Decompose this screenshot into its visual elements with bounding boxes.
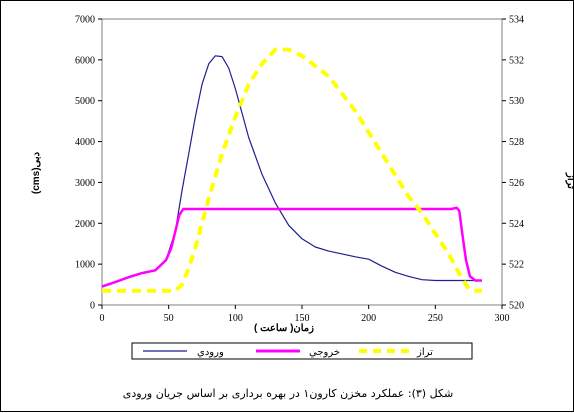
y-right-tick-label: 532 bbox=[509, 55, 524, 66]
x-tick-label: 50 bbox=[164, 313, 174, 324]
x-tick-label: 0 bbox=[100, 313, 105, 324]
y-left-tick-label: 0 bbox=[90, 301, 95, 312]
y-right-axis: 520 522 524 526 528 530 532 534 bbox=[502, 15, 524, 312]
y-left-axis-title: (cms)دبی bbox=[31, 151, 42, 194]
y-left-tick-label: 3000 bbox=[75, 178, 95, 189]
x-tick-label: 100 bbox=[228, 313, 243, 324]
y-right-tick-label: 534 bbox=[509, 15, 524, 26]
x-tick-label: 150 bbox=[295, 313, 310, 324]
y-left-tick-label: 4000 bbox=[75, 137, 95, 148]
legend-label-outflow: خروجي bbox=[309, 347, 340, 358]
legend-label-level: تراز bbox=[416, 347, 433, 358]
y-left-axis: 0 1000 2000 3000 4000 5000 6000 7000 bbox=[75, 15, 102, 312]
y-left-tick-label: 6000 bbox=[75, 55, 95, 66]
y-right-tick-label: 522 bbox=[509, 260, 524, 271]
y-left-tick-label: 1000 bbox=[75, 260, 95, 271]
figure-caption: شکل (۳): عملکرد مخزن کارون۱ در بهره بردا… bbox=[122, 387, 454, 400]
y-right-tick-label: 528 bbox=[509, 137, 524, 148]
legend-box bbox=[131, 342, 473, 360]
plot-area bbox=[101, 18, 503, 306]
y-right-tick-label: 520 bbox=[509, 301, 524, 312]
x-tick-label: 250 bbox=[428, 313, 443, 324]
y-left-tick-label: 2000 bbox=[75, 219, 95, 230]
legend-label-inflow: ورودي bbox=[197, 347, 224, 358]
x-axis-title: زمان( ساعت ) bbox=[254, 323, 314, 334]
y-right-tick-label: 530 bbox=[509, 96, 524, 107]
y-left-tick-label: 7000 bbox=[75, 15, 95, 26]
series-line-outflow bbox=[101, 206, 482, 288]
legend: ورودي خروجي تراز bbox=[131, 342, 473, 360]
x-tick-label: 300 bbox=[495, 313, 510, 324]
y-right-tick-label: 526 bbox=[509, 178, 524, 189]
series-line-level bbox=[102, 47, 482, 293]
series-layer bbox=[101, 47, 482, 293]
x-tick-label: 200 bbox=[361, 313, 376, 324]
y-left-tick-label: 5000 bbox=[75, 96, 95, 107]
x-axis: 0 50 100 150 200 250 300 bbox=[100, 305, 510, 324]
y-right-axis-title: تراز bbox=[565, 172, 574, 189]
y-right-tick-label: 524 bbox=[509, 219, 524, 230]
